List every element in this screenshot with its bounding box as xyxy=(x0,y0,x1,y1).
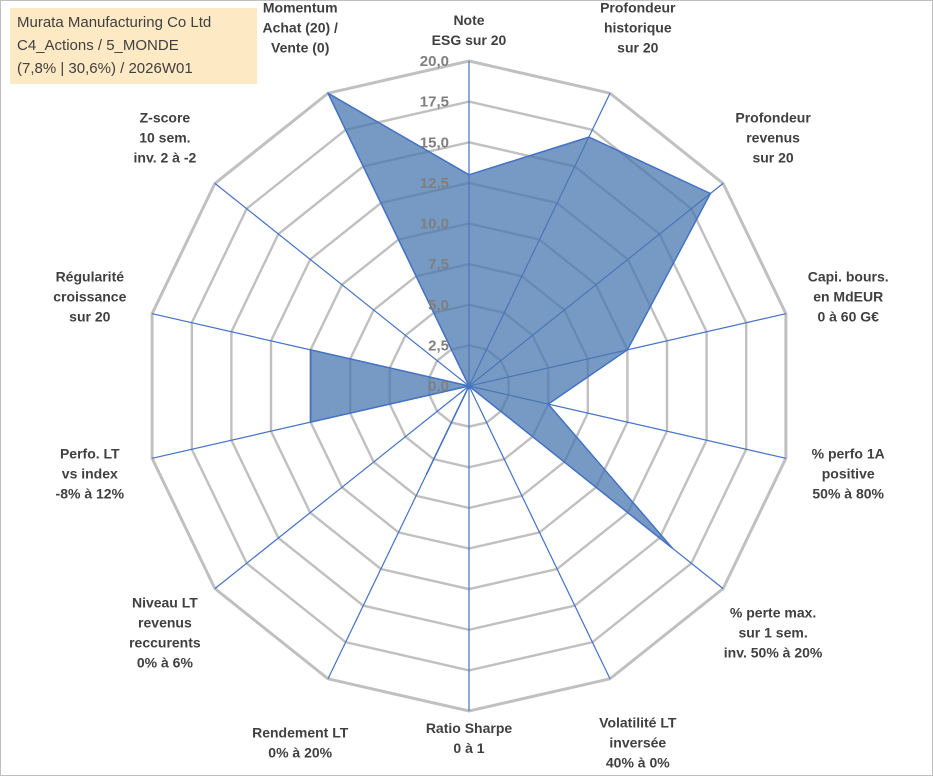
axis-label-line: Profondeur xyxy=(735,110,811,126)
spoke-9 xyxy=(214,385,470,590)
axis-label-line: revenus xyxy=(138,615,192,631)
axis-label-line: Perfo. LT xyxy=(60,445,120,461)
axis-label-line: Régularité xyxy=(56,269,125,285)
company-name: Murata Manufacturing Co Ltd xyxy=(17,14,212,31)
data-point-8 xyxy=(425,473,428,475)
axis-label-line: ESG sur 20 xyxy=(432,32,507,48)
axis-label-line: Vente (0) xyxy=(271,39,329,55)
axis-label-line: reccurents xyxy=(129,635,201,651)
axis-label-line: 50% à 80% xyxy=(812,485,884,501)
axis-label-13: Momentum Achat (20) / Vente (0) xyxy=(262,0,338,55)
axis-label-line: vs index xyxy=(62,465,118,481)
tick-label-3: 7,5 xyxy=(428,256,449,273)
performance-period: (7,8% | 30,6%) / 2026W01 xyxy=(17,60,193,77)
axis-label-line: 40% à 0% xyxy=(606,755,670,771)
data-point-0 xyxy=(468,174,470,176)
axis-label-line: Ratio Sharpe xyxy=(426,720,513,736)
axis-label-line: 0% à 6% xyxy=(137,655,194,671)
axis-label-8: Rendement LT 0% à 20% xyxy=(252,725,349,761)
data-point-10 xyxy=(309,421,312,424)
axis-label-2: Profondeur revenus sur 20 xyxy=(735,110,811,166)
axis-label-10: Perfo. LT vs index -8% à 12% xyxy=(56,445,125,501)
axis-label-line: Z-score xyxy=(140,110,191,126)
data-point-5 xyxy=(671,547,674,549)
axis-label-line: Volatilité LT xyxy=(599,715,677,731)
axis-label-line: Capi. bours. xyxy=(808,269,889,285)
axis-label-line: sur 20 xyxy=(752,150,793,166)
tick-label-7: 17,5 xyxy=(420,94,449,111)
data-point-1 xyxy=(588,136,590,138)
axis-label-line: Rendement LT xyxy=(252,725,349,741)
axis-label-line: % perfo 1A xyxy=(812,445,885,461)
tick-label-8: 20,0 xyxy=(420,53,449,70)
axis-label-line: revenus xyxy=(746,130,800,146)
axis-label-line: % perte max. xyxy=(730,605,816,621)
data-point-12 xyxy=(468,385,470,387)
radar-series xyxy=(309,92,712,549)
axis-label-line: Niveau LT xyxy=(132,595,198,611)
axis-label-line: Achat (20) / xyxy=(262,19,338,35)
axis-label-0: Note ESG sur 20 xyxy=(432,12,507,48)
axis-label-line: 0% à 20% xyxy=(268,745,332,761)
axis-label-line: 0 à 1 xyxy=(453,740,484,756)
axis-label-line: Note xyxy=(453,12,484,28)
series-area xyxy=(309,92,712,549)
axis-label-line: sur 20 xyxy=(69,309,110,325)
axis-label-line: en MdEUR xyxy=(813,289,883,305)
spoke-12 xyxy=(214,182,470,387)
tick-label-4: 10,0 xyxy=(420,216,449,233)
axis-label-12: Z-score 10 sem. inv. 2 à -2 xyxy=(134,110,197,166)
axis-label-4: % perfo 1A positive 50% à 80% xyxy=(812,445,885,501)
data-point-13 xyxy=(327,92,329,94)
tick-label-2: 5,0 xyxy=(428,297,449,314)
data-point-2 xyxy=(709,192,712,195)
axis-label-7: Ratio Sharpe 0 à 1 xyxy=(426,720,513,756)
data-point-4 xyxy=(547,403,549,405)
axis-label-6: Volatilité LT inversée 40% à 0% xyxy=(599,715,677,771)
axis-label-line: 0 à 60 G€ xyxy=(817,309,879,325)
tick-label-0: 0,0 xyxy=(428,378,449,395)
axis-label-9: Niveau LT revenus reccurents 0% à 6% xyxy=(129,595,201,671)
portfolio-category: C4_Actions / 5_MONDE xyxy=(17,37,179,54)
axis-label-line: croissance xyxy=(53,289,126,305)
axis-label-11: Régularité croissance sur 20 xyxy=(53,269,126,325)
axis-label-line: positive xyxy=(822,465,875,481)
tick-label-6: 15,0 xyxy=(420,134,449,151)
axis-label-line: Profondeur xyxy=(600,0,676,15)
axis-label-line: sur 20 xyxy=(617,39,658,55)
tick-label-5: 12,5 xyxy=(420,175,449,192)
radar-tick-labels: 0,0 2,5 5,0 7,5 10,0 12,5 15,0 17,5 20,0 xyxy=(420,53,449,395)
axis-label-line: inv. 2 à -2 xyxy=(134,150,197,166)
axis-label-line: -8% à 12% xyxy=(56,485,125,501)
axis-label-line: 10 sem. xyxy=(139,130,190,146)
data-point-11 xyxy=(309,349,312,351)
tick-label-1: 2,5 xyxy=(428,337,449,354)
axis-label-line: Momentum xyxy=(263,0,338,15)
spoke-6 xyxy=(468,385,611,680)
axis-label-line: inversée xyxy=(609,735,666,751)
axis-label-1: Profondeur historique sur 20 xyxy=(600,0,676,55)
axis-label-5: % perte max. sur 1 sem. inv. 50% à 20% xyxy=(724,605,823,661)
radar-axis-labels: Note ESG sur 20 Profondeur historique sur 20… xyxy=(53,0,888,771)
axis-label-line: historique xyxy=(604,19,672,35)
axis-label-line: inv. 50% à 20% xyxy=(724,645,823,661)
data-point-3 xyxy=(626,349,629,351)
chart-title-box: Murata Manufacturing Co Ltd C4_Actions /… xyxy=(10,8,257,84)
axis-label-3: Capi. bours. en MdEUR 0 à 60 G€ xyxy=(808,269,889,325)
axis-label-line: sur 1 sem. xyxy=(738,625,807,641)
